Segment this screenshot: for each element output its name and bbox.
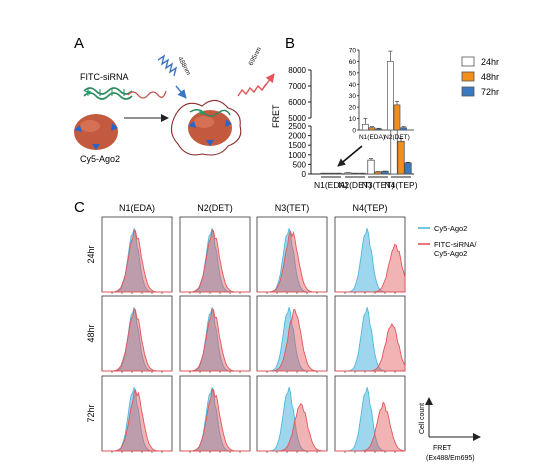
c-column-header: N1(EDA) xyxy=(119,203,155,213)
b-inset-y-tick-label: 50 xyxy=(349,70,357,77)
fitc-star-icon: ★ xyxy=(84,87,92,97)
panel-b: B FRET 050010001500200025005000600070008… xyxy=(271,35,499,190)
b-inset-y-tick-label: 10 xyxy=(349,116,357,123)
b-inset-x-tick-label: N1(EDA) xyxy=(359,134,385,141)
b-inset-bar-48hr xyxy=(368,127,376,131)
emission-label: 695nm xyxy=(248,46,264,67)
b-inset-chart: 0 10 20 30 40 50 60 70 N1(EDA) N2(DET) xyxy=(349,48,414,141)
c-histogram-complex xyxy=(102,229,172,293)
c-histogram-complex xyxy=(335,401,406,452)
b-y-tick-label: 500 xyxy=(293,160,307,169)
b-y-tick-label: 1000 xyxy=(288,151,306,160)
c-row-header: 48hr xyxy=(86,324,96,342)
c-column-header: N4(TEP) xyxy=(352,203,387,213)
b-bar-72hr xyxy=(381,170,389,175)
b-inset-bar-48hr xyxy=(393,104,401,131)
single-strand-icon xyxy=(127,90,167,99)
c-legend-complex-label: FITC-siRNA/ xyxy=(434,240,477,249)
b-y-axis-label: FRET xyxy=(271,104,281,128)
sirna-label: FITC-siRNA xyxy=(80,72,129,82)
excitation-arrow xyxy=(175,85,187,99)
b-inset-y-tick-label: 20 xyxy=(349,105,357,112)
c-histogram-grid: N1(EDA) N2(DET) N3(TET) N4(TEP) 24hr 48hr 72hr xyxy=(86,203,406,453)
b-y-tick-label: 2500 xyxy=(288,122,306,131)
excitation-label: 488nm xyxy=(176,56,192,77)
b-y-tick-label: 1500 xyxy=(288,141,306,150)
b-inset-bar-72hr xyxy=(400,127,407,131)
b-y-tick-label: 8000 xyxy=(288,66,306,75)
c-histogram-complex xyxy=(102,307,172,372)
b-main-chart: 050010001500200025005000600070008000N1(E… xyxy=(288,66,417,190)
b-bar-48hr xyxy=(397,140,405,175)
b-legend-label: 48hr xyxy=(481,72,499,82)
b-inset-x-tick-label: N2(DET) xyxy=(384,134,410,141)
b-y-tick-label: 2000 xyxy=(288,132,306,141)
c-legend-complex-label-2: Cy5-Ago2 xyxy=(434,249,467,258)
b-y-tick-label: 7000 xyxy=(288,82,306,91)
panel-b-letter: B xyxy=(285,35,295,52)
c-histogram-complex xyxy=(180,388,250,452)
c-axis-key: Cell count FRET (Ex488/Em695) xyxy=(419,397,481,462)
panel-a-letter: A xyxy=(74,35,84,52)
panel-a: A ★ FITC-siRNA Cy5-Ago2 488nm xyxy=(74,35,275,164)
loaded-complex-icon: ★ xyxy=(170,99,242,156)
inset-zoom-arrow xyxy=(337,145,363,167)
b-inset-y-tick-label: 40 xyxy=(349,82,357,89)
b-legend-label: 72hr xyxy=(481,87,499,97)
panel-c-letter: C xyxy=(74,199,85,216)
c-histogram-complex xyxy=(335,243,406,293)
emission-wave-icon xyxy=(237,83,267,97)
b-inset-y-tick-label: 70 xyxy=(349,48,357,55)
b-bar-48hr xyxy=(374,171,382,175)
c-column-header: N3(TET) xyxy=(275,203,310,213)
c-histogram-complex xyxy=(102,388,172,452)
b-bar-72hr xyxy=(404,162,412,175)
c-row-header: 24hr xyxy=(86,245,96,263)
panel-c: C N1(EDA) N2(DET) N3(TET) N4(TEP) 24hr 48hr 72… xyxy=(74,199,481,462)
b-x-tick-label: N4(TEP) xyxy=(384,180,417,190)
c-histogram-complex xyxy=(335,323,406,372)
b-legend: 24hr 48hr 72hr xyxy=(461,56,499,97)
b-legend-label: 24hr xyxy=(481,57,499,67)
b-inset-bar-72hr xyxy=(375,128,382,131)
fret-axis-sublabel: (Ex488/Em695) xyxy=(426,455,475,462)
c-histogram-complex xyxy=(257,402,327,452)
b-inset-y-tick-label: 30 xyxy=(349,93,357,100)
c-column-header: N2(DET) xyxy=(197,203,233,213)
b-bar-24hr xyxy=(367,159,375,175)
b-y-tick-label: 6000 xyxy=(288,98,306,107)
b-inset-bar-24hr xyxy=(387,61,394,131)
sirna-duplex-icon: ★ xyxy=(83,87,133,100)
c-histogram-complex xyxy=(180,229,250,293)
emission-arrow xyxy=(261,73,275,91)
cell-count-label: Cell count xyxy=(419,403,426,434)
b-y-tick-label: 0 xyxy=(302,170,307,179)
b-inset-y-tick-label: 60 xyxy=(349,59,357,66)
b-inset-y-tick-label: 0 xyxy=(352,128,356,135)
c-histogram-complex xyxy=(180,308,250,372)
c-legend-ago2-label: Cy5-Ago2 xyxy=(434,224,467,233)
b-legend-swatch-48hr xyxy=(461,71,475,82)
b-x-tick-label: N3(TET) xyxy=(362,180,395,190)
svg-text:★: ★ xyxy=(198,108,205,117)
excitation-wave-icon xyxy=(157,54,178,77)
ago2-protein-icon xyxy=(74,114,118,150)
b-y-tick-label: 5000 xyxy=(288,114,306,123)
c-histogram-complex xyxy=(257,230,327,293)
b-inset-bar-24hr xyxy=(362,123,369,131)
b-x-tick-label: N1(EDA) xyxy=(314,180,348,190)
b-legend-swatch-72hr xyxy=(461,86,475,97)
fret-axis-label: FRET xyxy=(433,445,452,452)
ago2-label: Cy5-Ago2 xyxy=(80,154,120,164)
b-legend-swatch-24hr xyxy=(461,56,475,67)
b-x-tick-label: N2(DET) xyxy=(338,180,372,190)
c-row-header: 72hr xyxy=(86,404,96,422)
c-histogram-complex xyxy=(257,309,327,372)
